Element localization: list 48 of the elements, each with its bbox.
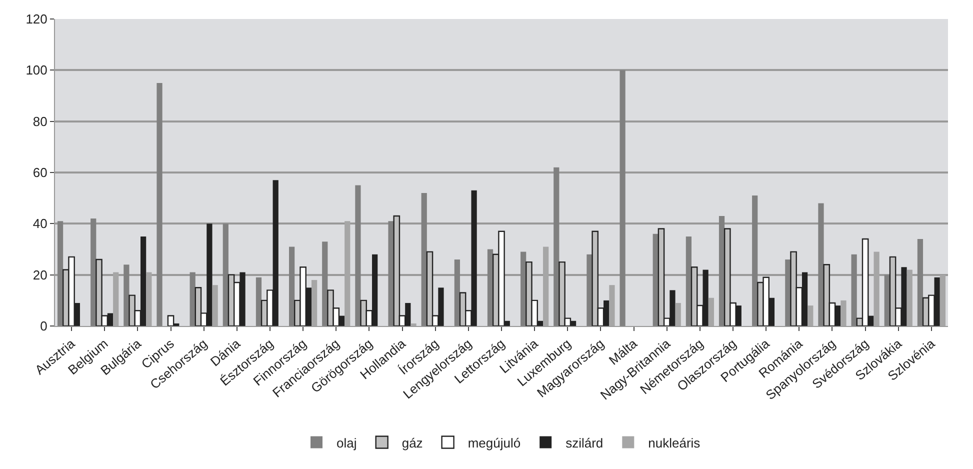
y-tick-label: 80 <box>32 114 48 129</box>
bar <box>322 242 328 326</box>
bar <box>520 252 526 326</box>
bar <box>256 277 262 326</box>
legend-label: olaj <box>336 435 357 450</box>
bar <box>554 167 560 326</box>
bar <box>940 274 946 326</box>
bar <box>752 196 758 326</box>
bar <box>686 236 692 326</box>
bar <box>675 302 681 326</box>
bar <box>718 216 725 326</box>
bar <box>917 239 924 326</box>
bar <box>344 221 350 326</box>
bar <box>222 224 228 326</box>
legend-label: nukleáris <box>648 435 701 450</box>
bar <box>851 254 857 326</box>
bar <box>421 192 427 326</box>
y-tick-label: 20 <box>32 267 48 282</box>
bar <box>355 185 361 326</box>
bar <box>90 218 96 326</box>
bar <box>311 280 318 326</box>
bar <box>874 252 880 326</box>
bar <box>289 246 295 326</box>
bar <box>906 270 912 326</box>
legend-label: megújuló <box>468 435 521 450</box>
bar <box>410 323 416 326</box>
bar <box>113 272 119 326</box>
y-tick-label: 100 <box>26 62 48 78</box>
bar <box>57 221 64 326</box>
bar <box>609 285 615 326</box>
bar <box>124 264 130 326</box>
bar <box>708 298 714 326</box>
bar <box>156 82 162 326</box>
bar <box>543 246 549 326</box>
y-tick-label: 40 <box>32 216 48 232</box>
y-tick-label: 60 <box>32 165 48 180</box>
y-tick-label: 120 <box>26 12 48 27</box>
bar <box>808 306 814 326</box>
y-tick-label: 0 <box>40 318 48 334</box>
bar <box>454 259 460 326</box>
legend-label: szilárd <box>566 435 604 450</box>
bar <box>620 70 626 326</box>
bar <box>840 300 846 326</box>
legend-label: gáz <box>402 435 423 450</box>
bar <box>190 272 196 326</box>
bar <box>146 272 152 326</box>
bar <box>212 285 218 326</box>
bar <box>818 203 824 326</box>
